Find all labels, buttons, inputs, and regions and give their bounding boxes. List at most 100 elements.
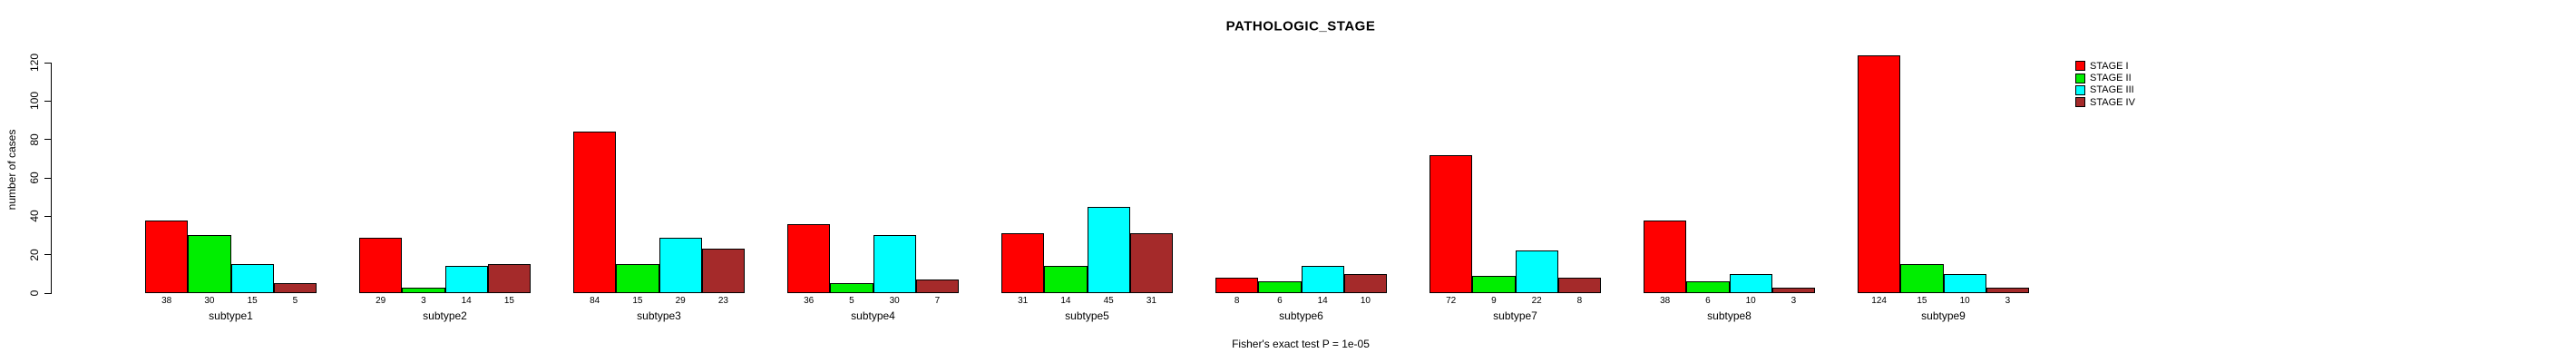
y-tick-label: 20: [28, 248, 41, 261]
y-tick-mark: [44, 139, 52, 141]
y-tick-mark: [44, 62, 52, 64]
bar-stage-iv-subtype1: [273, 283, 317, 293]
bar-stage-iii-subtype8: [1729, 274, 1772, 293]
y-tick-mark: [44, 292, 52, 294]
count-labels-subtype7: 72 9 22 8: [1429, 296, 1601, 306]
bar-group-subtype7: [1429, 0, 1601, 293]
bar-count-label: 3: [421, 296, 426, 306]
bar-stage-i-subtype5: [1001, 233, 1045, 293]
category-label-subtype8: subtype8: [1707, 309, 1751, 322]
bar-group-subtype2: [359, 0, 531, 293]
y-tick-label: 0: [28, 289, 41, 297]
bar-count-label: 9: [1491, 296, 1497, 306]
bar-count-label: 14: [1317, 296, 1328, 306]
bar-stage-iii-subtype3: [659, 238, 702, 293]
bar-stage-i-subtype9: [1858, 55, 1901, 293]
bar-group-subtype8: [1644, 0, 1815, 293]
bar-stage-i-subtype2: [359, 238, 403, 293]
bar-count-label: 45: [1103, 296, 1114, 306]
category-label-subtype3: subtype3: [637, 309, 681, 322]
stat-test-caption: Fisher's exact test P = 1e-05: [1232, 338, 1370, 350]
bar-stage-iii-subtype9: [1943, 274, 1986, 293]
bar-count-label: 3: [2005, 296, 2011, 306]
y-tick-label: 120: [28, 53, 41, 73]
y-tick-label: 80: [28, 132, 41, 146]
count-labels-subtype4: 36 5 30 7: [787, 296, 959, 306]
count-labels-subtype6: 8 6 14 10: [1215, 296, 1387, 306]
count-labels-subtype2: 29 3 14 15: [359, 296, 531, 306]
bar-stage-iv-subtype6: [1343, 274, 1387, 293]
legend-swatch-icon: [2075, 73, 2085, 83]
bar-group-subtype1: [145, 0, 317, 293]
bar-count-label: 31: [1018, 296, 1029, 306]
bar-count-label: 124: [1871, 296, 1887, 306]
legend-swatch-icon: [2075, 97, 2085, 108]
count-labels-subtype3: 84 15 29 23: [573, 296, 745, 306]
y-tick-label: 60: [28, 172, 41, 184]
bar-count-label: 10: [1360, 296, 1371, 306]
bar-count-label: 8: [1576, 296, 1583, 306]
bar-stage-ii-subtype1: [188, 235, 231, 293]
legend-swatch-icon: [2075, 84, 2085, 95]
bar-stage-iii-subtype7: [1515, 250, 1558, 293]
count-labels-subtype5: 31 14 45 31: [1001, 296, 1173, 306]
legend-swatch-icon: [2075, 61, 2085, 72]
bar-count-label: 15: [247, 296, 258, 306]
bar-stage-i-subtype1: [145, 221, 189, 293]
bar-count-label: 3: [1791, 296, 1797, 306]
bar-stage-i-subtype6: [1215, 278, 1259, 293]
bar-stage-ii-subtype7: [1472, 276, 1516, 293]
bar-count-label: 15: [1917, 296, 1927, 306]
category-label-subtype1: subtype1: [209, 309, 253, 322]
chart-title: PATHOLOGIC_STAGE: [1225, 18, 1376, 34]
legend-label: STAGE III: [2090, 84, 2134, 96]
bar-count-label: 29: [675, 296, 686, 306]
bar-count-label: 10: [1959, 296, 1970, 306]
y-tick-mark: [44, 254, 52, 256]
legend-item-stage-iv: STAGE IV: [2075, 96, 2135, 108]
bar-stage-ii-subtype6: [1258, 281, 1302, 293]
count-labels-subtype9: 124 15 10 3: [1858, 296, 2029, 306]
y-tick-label: 100: [28, 92, 41, 111]
y-tick-mark: [44, 215, 52, 217]
bar-stage-iii-subtype5: [1087, 207, 1130, 293]
bar-stage-iv-subtype7: [1557, 278, 1601, 293]
bar-stage-iv-subtype4: [915, 280, 959, 293]
bar-count-label: 38: [161, 296, 172, 306]
bar-count-label: 30: [204, 296, 215, 306]
bar-group-subtype9: [1858, 0, 2029, 293]
bar-stage-iv-subtype9: [1986, 288, 2029, 293]
bar-stage-iii-subtype4: [873, 235, 916, 293]
bar-count-label: 14: [1060, 296, 1071, 306]
category-label-subtype5: subtype5: [1065, 309, 1109, 322]
bar-count-label: 14: [461, 296, 472, 306]
category-label-subtype6: subtype6: [1279, 309, 1323, 322]
bar-count-label: 36: [804, 296, 815, 306]
y-axis-title: number of cases: [5, 129, 18, 211]
legend-label: STAGE I: [2090, 60, 2129, 72]
bar-stage-iv-subtype5: [1129, 233, 1173, 293]
bar-count-label: 30: [889, 296, 900, 306]
bar-count-label: 5: [849, 296, 854, 306]
bar-group-subtype3: [573, 0, 745, 293]
bar-stage-ii-subtype5: [1044, 266, 1088, 293]
bar-stage-ii-subtype4: [830, 283, 873, 293]
bar-stage-ii-subtype9: [1900, 264, 1944, 293]
bar-count-label: 10: [1745, 296, 1756, 306]
bar-count-label: 23: [717, 296, 728, 306]
bar-group-subtype4: [787, 0, 959, 293]
bar-stage-ii-subtype3: [616, 264, 659, 293]
y-tick-mark: [44, 177, 52, 179]
bar-stage-i-subtype7: [1429, 155, 1473, 293]
legend-label: STAGE IV: [2090, 96, 2135, 108]
bar-count-label: 6: [1705, 296, 1711, 306]
legend-item-stage-iii: STAGE III: [2075, 84, 2135, 96]
bar-count-label: 6: [1277, 296, 1283, 306]
bar-stage-iii-subtype6: [1301, 266, 1344, 293]
bar-stage-iii-subtype2: [444, 266, 488, 293]
bar-count-label: 5: [292, 296, 298, 306]
category-label-subtype9: subtype9: [1921, 309, 1966, 322]
bar-group-subtype6: [1215, 0, 1387, 293]
bar-stage-ii-subtype8: [1686, 281, 1730, 293]
